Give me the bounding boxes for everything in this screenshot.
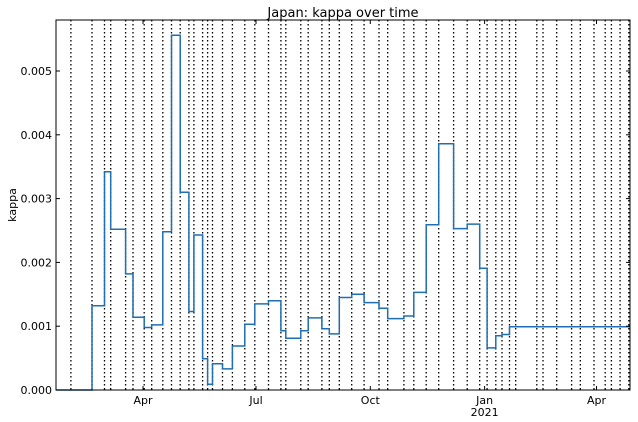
x-tick-label: Jan — [475, 394, 493, 407]
y-tick-label: 0.004 — [21, 129, 53, 142]
x-tick-label: Apr — [587, 394, 607, 407]
x-tick-label: Jul — [248, 394, 262, 407]
x-tick-year-label: 2021 — [471, 406, 499, 419]
plot-frame — [55, 19, 631, 391]
series-line-0 — [56, 34, 630, 391]
y-tick-label: 0.000 — [21, 384, 53, 397]
y-axis: 0.000 0.001 0.002 0.003 0.004 0.005 — [21, 65, 630, 397]
y-tick-label: 0.001 — [21, 320, 53, 333]
y-tick-label: 0.002 — [21, 256, 53, 269]
x-tick-label: Oct — [361, 394, 381, 407]
y-tick-label: 0.003 — [21, 193, 53, 206]
chart-title: Japan: kappa over time — [266, 6, 418, 21]
change-point-lines — [70, 20, 630, 390]
y-axis-label: kappa — [6, 188, 19, 222]
series-group — [56, 34, 630, 391]
y-tick-label: 0.005 — [21, 65, 53, 78]
x-tick-label: Apr — [133, 394, 153, 407]
